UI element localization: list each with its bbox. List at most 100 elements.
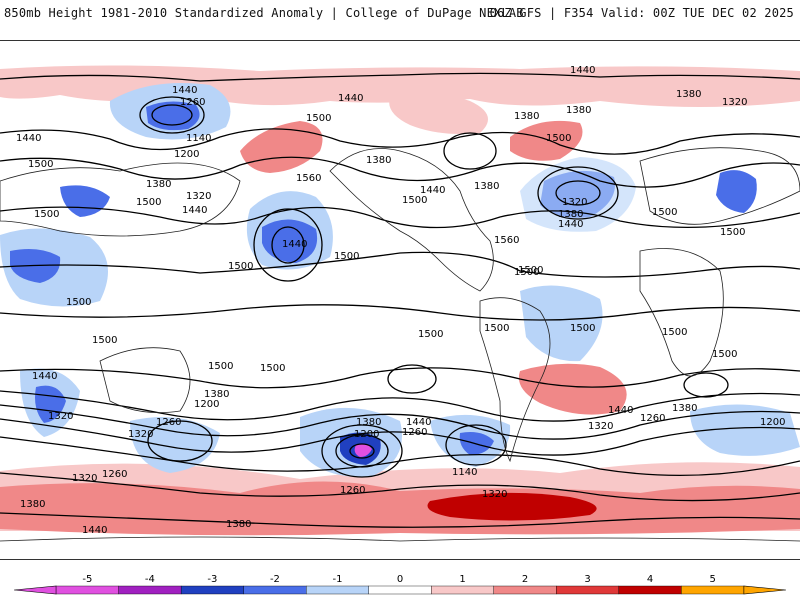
coastline-australia bbox=[99, 347, 191, 413]
contour-label: 1440 bbox=[82, 525, 107, 536]
contour-label: 1440 bbox=[172, 85, 197, 96]
contour-label: 1440 bbox=[16, 133, 41, 144]
contour-line bbox=[0, 367, 800, 389]
contour-label: 1380 bbox=[558, 209, 583, 220]
contour-label: 1380 bbox=[672, 403, 697, 414]
contour-line bbox=[0, 128, 800, 155]
legend-arrow-low bbox=[13, 585, 57, 595]
closed-high-contour bbox=[683, 372, 729, 398]
anomaly-positive-atlantic bbox=[510, 120, 583, 161]
closed-low-contour bbox=[349, 443, 375, 459]
contour-label: 1440 bbox=[406, 417, 431, 428]
coastline-north-america bbox=[329, 148, 494, 292]
contour-label: 1500 bbox=[334, 251, 359, 262]
legend-tick-label: 1 bbox=[459, 574, 465, 585]
contour-label: 1500 bbox=[570, 323, 595, 334]
closed-low-contour bbox=[555, 180, 601, 206]
contour-label: 1440 bbox=[420, 185, 445, 196]
contour-label: 1500 bbox=[228, 261, 253, 272]
legend-tick-label: 0 bbox=[397, 574, 403, 585]
contour-label: 1500 bbox=[662, 327, 687, 338]
coastline-africa bbox=[639, 248, 724, 377]
contour-label: 1500 bbox=[306, 113, 331, 124]
contour-line bbox=[0, 206, 800, 229]
contour-label: 1500 bbox=[66, 297, 91, 308]
contour-label: 1380 bbox=[514, 111, 539, 122]
contour-label: 1380 bbox=[676, 89, 701, 100]
coastline-antarctica bbox=[0, 536, 800, 542]
contour-label: 1500 bbox=[518, 265, 543, 276]
contour-label: 1500 bbox=[34, 209, 59, 220]
anomaly-positive-canada bbox=[389, 92, 488, 134]
coastlines bbox=[0, 147, 800, 542]
color-scale-legend: -5 -4 -3 -2 -1 0 1 2 3 4 5 bbox=[0, 566, 800, 600]
contour-line bbox=[0, 418, 800, 456]
closed-low-contour bbox=[443, 132, 497, 170]
contour-label: 1320 bbox=[722, 97, 747, 108]
contour-label: 1500 bbox=[712, 349, 737, 360]
contour-label: 1320 bbox=[48, 411, 73, 422]
closed-low-contour bbox=[253, 208, 323, 282]
contour-label: 1500 bbox=[208, 361, 233, 372]
contour-label: 1440 bbox=[570, 65, 595, 76]
contour-label: 1260 bbox=[102, 469, 127, 480]
coastline-south-america bbox=[479, 297, 551, 463]
anomaly-negative-china bbox=[60, 185, 110, 217]
contour-label: 1440 bbox=[608, 405, 633, 416]
contour-label: 1380 bbox=[474, 181, 499, 192]
contour-label: 1380 bbox=[566, 105, 591, 116]
contour-label: 1440 bbox=[182, 205, 207, 216]
anomaly-shading bbox=[0, 65, 800, 536]
model-valid-time: 06Z GFS | F354 Valid: 00Z TUE DEC 02 202… bbox=[489, 6, 794, 20]
closed-low-contour bbox=[335, 434, 389, 468]
contour-label: 1560 bbox=[494, 235, 519, 246]
contour-label: 1320 bbox=[128, 429, 153, 440]
contour-label: 1260 bbox=[180, 97, 205, 108]
contour-label: 1260 bbox=[402, 427, 427, 438]
anomaly-positive-se-pacific bbox=[518, 363, 627, 415]
closed-low-contour bbox=[139, 96, 205, 134]
legend-color-bin bbox=[681, 585, 745, 595]
contour-label: 1500 bbox=[136, 197, 161, 208]
contour-label: 1320 bbox=[482, 489, 507, 500]
legend-color-bin bbox=[368, 585, 432, 595]
contour-label: 1500 bbox=[92, 335, 117, 346]
contour-label: 1500 bbox=[514, 267, 539, 278]
anomaly-negative-south-pacific-max bbox=[354, 443, 372, 457]
contour-labels: 1440 1260 1140 1200 1440 1500 1380 1320 … bbox=[16, 65, 785, 536]
legend-tick-label: -5 bbox=[82, 574, 92, 585]
legend-color-bin bbox=[243, 585, 307, 595]
legend-color-bin bbox=[180, 585, 244, 595]
legend-arrow-high bbox=[743, 585, 787, 595]
anomaly-negative-europe bbox=[716, 170, 757, 213]
chart-title: 850mb Height 1981-2010 Standardized Anom… bbox=[4, 6, 524, 20]
contour-label: 1200 bbox=[194, 399, 219, 410]
contour-line bbox=[0, 436, 800, 477]
legend-tick-label: -4 bbox=[145, 574, 155, 585]
contour-label: 1440 bbox=[32, 371, 57, 382]
contour-label: 1500 bbox=[418, 329, 443, 340]
contour-label: 1200 bbox=[354, 429, 379, 440]
contour-label: 1320 bbox=[588, 421, 613, 432]
contour-label: 1380 bbox=[204, 389, 229, 400]
legend-tick-label: -1 bbox=[332, 574, 342, 585]
closed-low-contour bbox=[321, 424, 403, 478]
anomaly-positive-south-max bbox=[427, 492, 597, 521]
height-contours bbox=[0, 72, 800, 528]
contour-label: 1560 bbox=[296, 173, 321, 184]
contour-label: 1500 bbox=[484, 323, 509, 334]
contour-label: 1200 bbox=[760, 417, 785, 428]
contour-label: 1440 bbox=[558, 219, 583, 230]
legend-color-bin bbox=[431, 585, 494, 595]
contour-label: 1140 bbox=[452, 467, 477, 478]
legend-tick-label: -2 bbox=[270, 574, 280, 585]
contour-label: 1320 bbox=[562, 197, 587, 208]
closed-high-contour bbox=[387, 364, 437, 394]
closed-low-contour bbox=[147, 420, 213, 462]
legend-tick-label: 3 bbox=[584, 574, 590, 585]
contour-label: 1380 bbox=[356, 417, 381, 428]
contour-label: 1380 bbox=[20, 499, 45, 510]
contour-line bbox=[0, 472, 800, 502]
contour-label: 1440 bbox=[338, 93, 363, 104]
contour-label: 1140 bbox=[186, 133, 211, 144]
